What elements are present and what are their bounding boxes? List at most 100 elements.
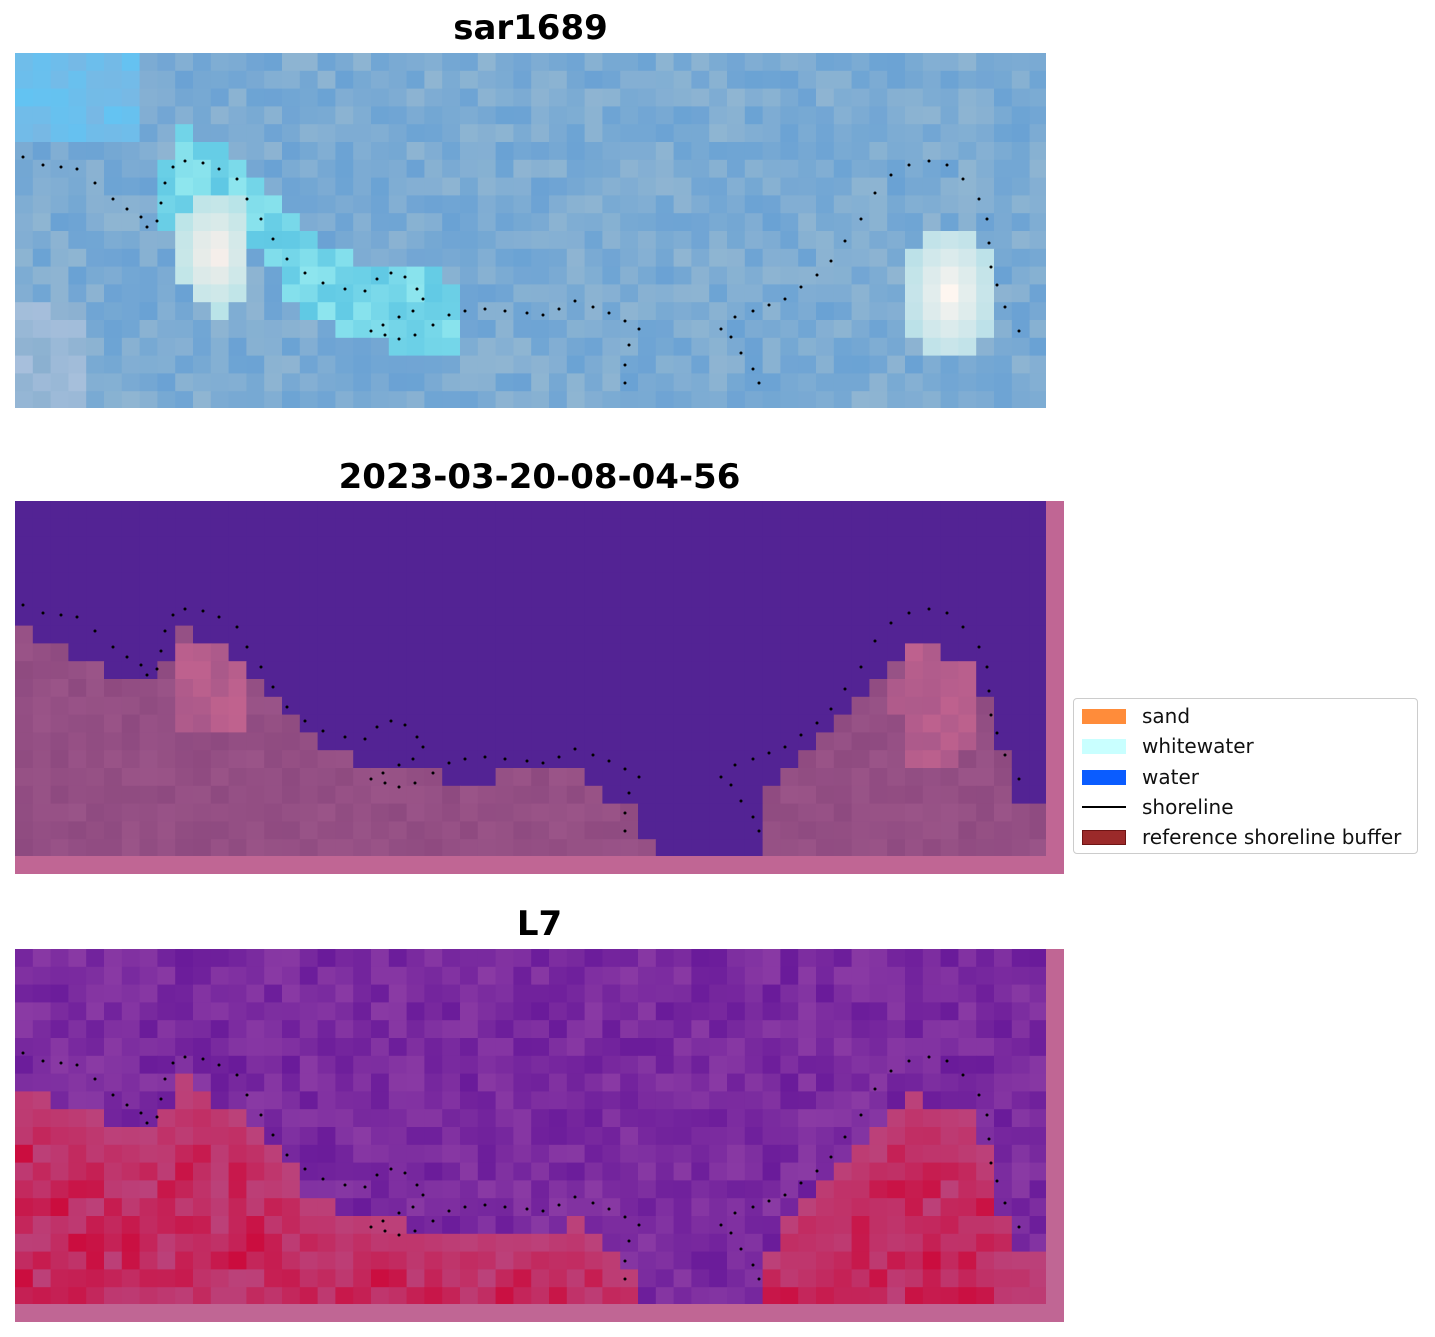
shoreline-point — [733, 1211, 737, 1215]
shoreline-point — [41, 611, 45, 615]
shoreline-point — [411, 309, 415, 313]
shoreline-point — [799, 285, 803, 289]
shoreline-point — [201, 161, 205, 165]
shoreline-point — [397, 315, 401, 319]
shoreline-point — [1003, 753, 1007, 757]
shoreline-point — [977, 1093, 981, 1097]
shoreline-point — [447, 1209, 451, 1213]
shoreline-point — [93, 629, 97, 633]
shoreline-point — [627, 1239, 631, 1243]
shoreline-point — [59, 1061, 63, 1065]
shoreline-point — [525, 311, 529, 315]
sand-swatch — [1082, 708, 1126, 724]
legend-item-buffer: reference shoreline buffer — [1082, 825, 1402, 849]
shoreline-point — [363, 289, 367, 293]
shoreline-point — [829, 1155, 833, 1159]
shoreline-point — [1017, 1225, 1021, 1229]
shoreline-point — [961, 177, 965, 181]
shoreline-line-swatch — [1082, 806, 1126, 808]
shoreline-point — [397, 763, 401, 767]
shoreline-point — [873, 639, 877, 643]
shoreline-point — [961, 1073, 965, 1077]
shoreline-point — [183, 1055, 187, 1059]
shoreline-point — [623, 1259, 627, 1263]
shoreline-point — [171, 165, 175, 169]
shoreline-point — [271, 685, 275, 689]
shoreline-point — [623, 829, 627, 833]
shoreline-point — [381, 771, 385, 775]
shoreline-point — [985, 665, 989, 669]
shoreline-point — [733, 763, 737, 767]
shoreline-point — [383, 781, 387, 785]
shoreline-point — [397, 1233, 401, 1237]
shoreline-point — [411, 757, 415, 761]
shoreline-point — [767, 751, 771, 755]
shoreline-point — [927, 1055, 931, 1059]
shoreline-point — [719, 1223, 723, 1227]
shoreline-point — [421, 1193, 425, 1197]
shoreline-point — [145, 673, 149, 677]
shoreline-point — [541, 313, 545, 317]
shoreline-point — [75, 615, 79, 619]
shoreline-point — [503, 309, 507, 313]
shoreline-point — [627, 791, 631, 795]
shoreline-point — [389, 1167, 393, 1171]
shoreline-point — [389, 719, 393, 723]
shoreline-point — [285, 705, 289, 709]
shoreline-point — [397, 337, 401, 341]
shoreline-point — [59, 165, 63, 169]
shoreline-point — [843, 1135, 847, 1139]
panel-title-2: 2023-03-20-08-04-56 — [338, 457, 741, 497]
shoreline-point — [995, 1179, 999, 1183]
shoreline-point — [859, 665, 863, 669]
shoreline-point — [421, 297, 425, 301]
shoreline-point — [541, 761, 545, 765]
shoreline-point — [1017, 777, 1021, 781]
legend-item-whitewater: whitewater — [1082, 734, 1254, 758]
shoreline-point — [163, 1077, 167, 1081]
shoreline-point — [41, 163, 45, 167]
buffer-strip-right — [1046, 949, 1064, 1322]
shoreline-point — [245, 645, 249, 649]
shoreline-point — [503, 1205, 507, 1209]
shoreline-point — [397, 1211, 401, 1215]
shoreline-point — [217, 167, 221, 171]
shoreline-point — [989, 1161, 993, 1165]
shoreline-point — [303, 1167, 307, 1171]
buffer-swatch — [1082, 829, 1126, 845]
panel-title-3: L7 — [516, 904, 563, 944]
shoreline-point — [171, 613, 175, 617]
shoreline-point — [729, 335, 733, 339]
classification-panel — [15, 501, 1064, 874]
shoreline-point — [201, 1057, 205, 1061]
shoreline-point — [21, 603, 25, 607]
shoreline-point — [783, 1193, 787, 1197]
shoreline-point — [125, 207, 129, 211]
shoreline-point — [1017, 329, 1021, 333]
shoreline-point — [447, 313, 451, 317]
shoreline-point — [421, 745, 425, 749]
shoreline-point — [271, 1133, 275, 1137]
shoreline-point — [573, 1195, 577, 1199]
shoreline-point — [739, 351, 743, 355]
shoreline-point — [829, 259, 833, 263]
shoreline-point — [183, 159, 187, 163]
shoreline-point — [907, 611, 911, 615]
shoreline-point — [623, 767, 627, 771]
shoreline-point — [217, 615, 221, 619]
shoreline-point — [859, 217, 863, 221]
shoreline-point — [463, 309, 467, 313]
shoreline-point — [245, 1093, 249, 1097]
shoreline-point — [525, 759, 529, 763]
shoreline-point — [483, 755, 487, 759]
shoreline-point — [573, 299, 577, 303]
shoreline-point — [799, 733, 803, 737]
water-swatch — [1082, 769, 1126, 785]
shoreline-point — [431, 1219, 435, 1223]
legend-label-buffer: reference shoreline buffer — [1142, 825, 1402, 849]
shoreline-point — [557, 755, 561, 759]
shoreline-point — [155, 1115, 159, 1119]
shoreline-point — [859, 1113, 863, 1117]
shoreline-point — [525, 1207, 529, 1211]
shoreline-point — [145, 225, 149, 229]
